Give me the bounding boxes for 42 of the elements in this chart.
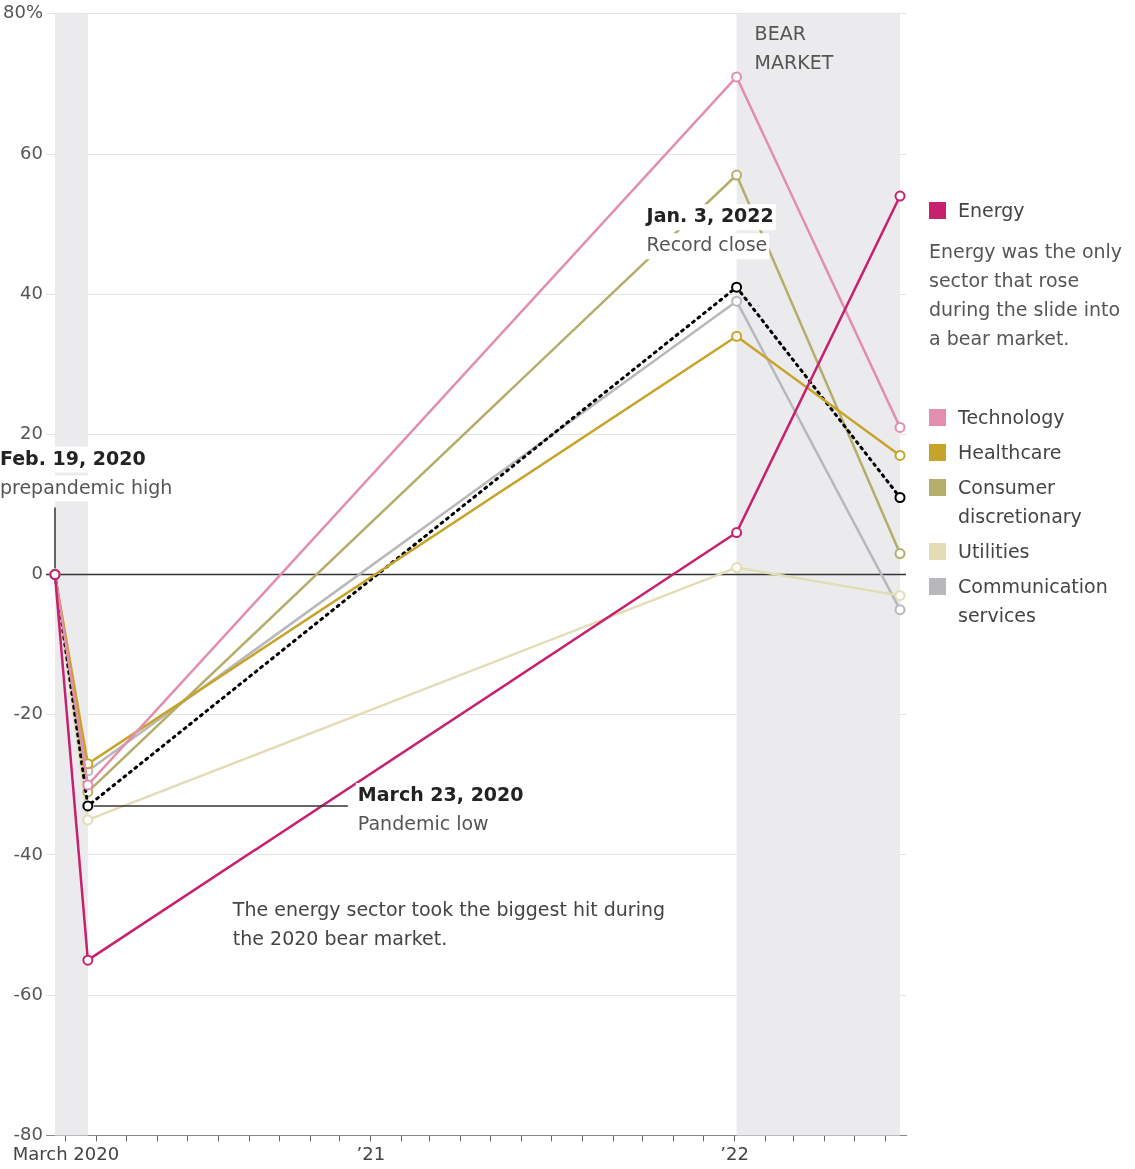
- point: [82, 954, 94, 966]
- x-tick-label: ’22: [720, 1142, 749, 1164]
- y-tick-label: 80%: [2, 1, 44, 23]
- point: [731, 71, 743, 83]
- y-tick-label: 0: [31, 562, 44, 584]
- legend-label: Technology: [958, 405, 1065, 430]
- point: [731, 295, 743, 307]
- point: [731, 330, 743, 342]
- y-tick-label: -40: [13, 842, 44, 864]
- y-tick-label: 40: [20, 281, 44, 303]
- point: [82, 814, 94, 826]
- annotation: March 23, 2020 Pandemic low: [357, 782, 524, 834]
- point: [731, 527, 743, 539]
- legend-label: Healthcare: [958, 440, 1062, 465]
- point: [894, 548, 906, 560]
- legend-label: Consumer discretionary: [958, 475, 1083, 529]
- point: [731, 562, 743, 574]
- legend-label: Utilities: [958, 539, 1030, 564]
- y-tick-label: 20: [20, 422, 44, 444]
- point: [82, 779, 94, 791]
- annotation: Feb. 19, 2020 prepandemic high: [0, 446, 173, 498]
- legend-label: Energy: [958, 198, 1025, 223]
- point: [731, 169, 743, 181]
- annotation: The energy sector took the biggest hit during the 2020 bear market.: [231, 898, 666, 950]
- point: [894, 449, 906, 461]
- point: [82, 800, 94, 812]
- x-tick-label: ’21: [356, 1142, 386, 1164]
- y-tick-label: -20: [13, 702, 44, 724]
- x-tick-label: March 2020: [12, 1142, 120, 1164]
- point: [894, 590, 906, 602]
- point: [894, 604, 906, 616]
- annotation: Jan. 3, 2022 Record close: [644, 204, 774, 256]
- point: [894, 190, 906, 202]
- text: Energy was the only sector that rose during the slide into a bear market.: [929, 239, 1124, 351]
- point: [894, 421, 906, 433]
- point: [894, 491, 906, 503]
- legend-label: Communication services: [958, 574, 1109, 628]
- point: [731, 281, 743, 293]
- y-tick-label: -60: [13, 982, 44, 1004]
- band-label: BEAR MARKET: [754, 22, 834, 74]
- y-tick-label: -80: [13, 1123, 44, 1145]
- y-tick-label: 60: [20, 141, 44, 163]
